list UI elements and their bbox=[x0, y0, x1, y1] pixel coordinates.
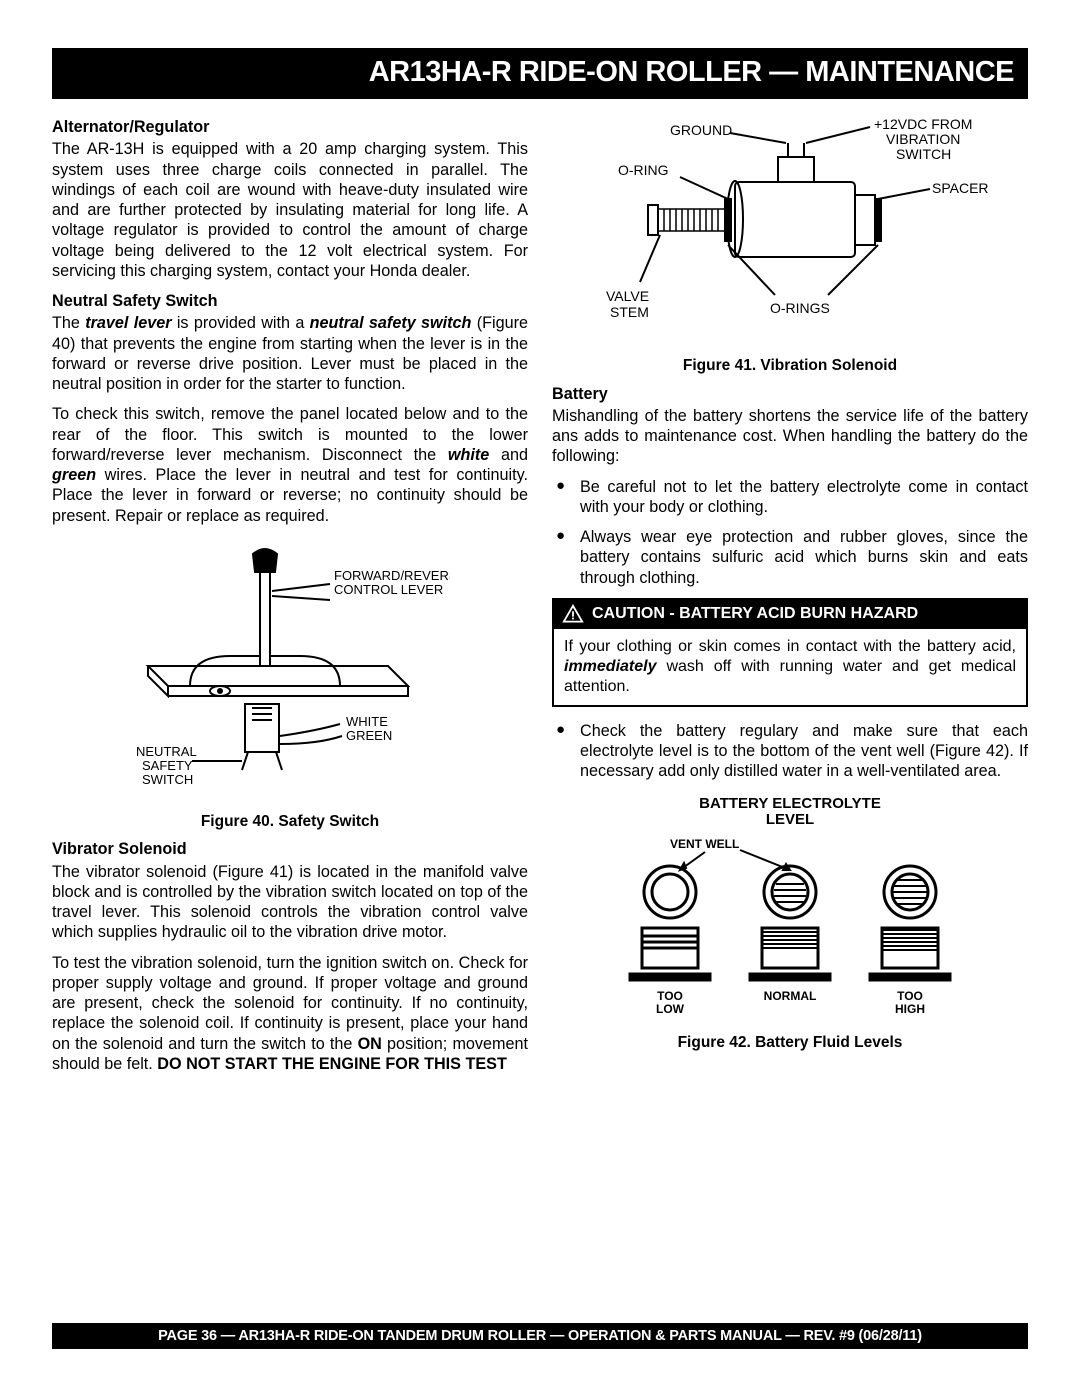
svg-text:LOW: LOW bbox=[656, 1002, 685, 1016]
warning-triangle-icon bbox=[562, 604, 584, 623]
label-spacer: SPACER bbox=[932, 180, 989, 196]
figure-40: FORWARD/REVERSE CONTROL LEVER WHITE GREE… bbox=[52, 536, 528, 806]
caution-header: CAUTION - BATTERY ACID BURN HAZARD bbox=[554, 600, 1026, 629]
em-green: green bbox=[52, 466, 96, 484]
bold-do-not-start: DO NOT START THE ENGINE FOR THIS TEST bbox=[157, 1055, 507, 1073]
figure-41: GROUND +12VDC FROM VIBRATION SWITCH O-RI… bbox=[552, 117, 1028, 350]
cell-normal: NORMAL bbox=[750, 866, 830, 1003]
battery-bullets-2: Check the battery regulary and make sure… bbox=[552, 721, 1028, 782]
page-title-bar: AR13HA-R RIDE-ON ROLLER — MAINTENANCE bbox=[52, 48, 1028, 99]
label-switch-3: SWITCH bbox=[142, 772, 193, 787]
bold-on: ON bbox=[358, 1035, 382, 1053]
label-vent-well: VENT WELL bbox=[670, 837, 739, 851]
fig42-title-2: LEVEL bbox=[766, 811, 814, 828]
text: is provided with a bbox=[172, 314, 310, 332]
caution-box: CAUTION - BATTERY ACID BURN HAZARD If yo… bbox=[552, 598, 1028, 707]
battery-bullets-1: Be careful not to let the battery electr… bbox=[552, 477, 1028, 588]
label-lever-1: FORWARD/REVERSE bbox=[334, 568, 450, 583]
label-oring: O-RING bbox=[618, 162, 669, 178]
text: If your clothing or skin comes in contac… bbox=[564, 638, 1016, 655]
cell-high: TOO HIGH bbox=[870, 866, 950, 1016]
label-vdc-3: SWITCH bbox=[896, 146, 951, 162]
bullet-3: Check the battery regulary and make sure… bbox=[552, 721, 1028, 782]
label-ground: GROUND bbox=[670, 122, 732, 138]
caution-body: If your clothing or skin comes in contac… bbox=[554, 629, 1026, 705]
bullet-1: Be careful not to let the battery electr… bbox=[552, 477, 1028, 518]
figure-40-caption: Figure 40. Safety Switch bbox=[52, 812, 528, 831]
figure-42: BATTERY ELECTROLYTE LEVEL VENT WELL bbox=[552, 792, 1028, 1027]
figure-42-caption: Figure 42. Battery Fluid Levels bbox=[552, 1033, 1028, 1052]
para-vib-2: To test the vibration solenoid, turn the… bbox=[52, 953, 528, 1075]
vibration-solenoid-diagram: GROUND +12VDC FROM VIBRATION SWITCH O-RI… bbox=[570, 117, 1010, 345]
svg-text:NORMAL: NORMAL bbox=[764, 989, 817, 1003]
left-column: Alternator/Regulator The AR-13H is equip… bbox=[52, 113, 528, 1084]
label-vdc-1: +12VDC FROM bbox=[874, 117, 972, 132]
fig42-title-1: BATTERY ELECTROLYTE bbox=[699, 795, 881, 812]
text: The bbox=[52, 314, 85, 332]
para-neutral-1: The travel lever is provided with a neut… bbox=[52, 313, 528, 394]
two-column-layout: Alternator/Regulator The AR-13H is equip… bbox=[52, 113, 1028, 1084]
svg-text:TOO: TOO bbox=[897, 989, 923, 1003]
label-orings: O-RINGS bbox=[770, 300, 830, 316]
label-switch-2: SAFETY bbox=[142, 758, 193, 773]
label-valve-1: VALVE bbox=[606, 288, 649, 304]
label-lever-2: CONTROL LEVER bbox=[334, 582, 443, 597]
safety-switch-diagram: FORWARD/REVERSE CONTROL LEVER WHITE GREE… bbox=[130, 536, 450, 801]
para-neutral-2: To check this switch, remove the panel l… bbox=[52, 404, 528, 526]
bullet-2: Always wear eye protection and rubber gl… bbox=[552, 527, 1028, 588]
para-battery-intro: Mishandling of the battery shortens the … bbox=[552, 406, 1028, 467]
em-neutral-switch: neutral safety switch bbox=[310, 314, 472, 332]
para-alternator: The AR-13H is equipped with a 20 amp cha… bbox=[52, 139, 528, 281]
cell-low: TOO LOW bbox=[630, 866, 710, 1016]
caution-title: CAUTION - BATTERY ACID BURN HAZARD bbox=[592, 604, 918, 624]
label-white: WHITE bbox=[346, 714, 388, 729]
em-immediately: immediately bbox=[564, 658, 656, 675]
label-valve-2: STEM bbox=[610, 304, 649, 320]
svg-text:TOO: TOO bbox=[657, 989, 683, 1003]
text: and bbox=[489, 446, 528, 464]
figure-41-caption: Figure 41. Vibration Solenoid bbox=[552, 356, 1028, 375]
page-footer: PAGE 36 — AR13HA-R RIDE-ON TANDEM DRUM R… bbox=[52, 1323, 1028, 1349]
right-column: GROUND +12VDC FROM VIBRATION SWITCH O-RI… bbox=[552, 113, 1028, 1084]
heading-battery: Battery bbox=[552, 384, 1028, 404]
em-travel-lever: travel lever bbox=[85, 314, 171, 332]
battery-level-diagram: BATTERY ELECTROLYTE LEVEL VENT WELL bbox=[590, 792, 990, 1022]
label-vdc-2: VIBRATION bbox=[886, 131, 960, 147]
em-white: white bbox=[448, 446, 489, 464]
heading-neutral-switch: Neutral Safety Switch bbox=[52, 291, 528, 311]
heading-vibrator-solenoid: Vibrator Solenoid bbox=[52, 839, 528, 859]
para-vib-1: The vibrator solenoid (Figure 41) is loc… bbox=[52, 862, 528, 943]
heading-alternator: Alternator/Regulator bbox=[52, 117, 528, 137]
svg-text:HIGH: HIGH bbox=[895, 1002, 925, 1016]
label-green: GREEN bbox=[346, 728, 392, 743]
text: wires. Place the lever in neutral and te… bbox=[52, 466, 528, 525]
label-switch-1: NEUTRAL bbox=[136, 744, 197, 759]
